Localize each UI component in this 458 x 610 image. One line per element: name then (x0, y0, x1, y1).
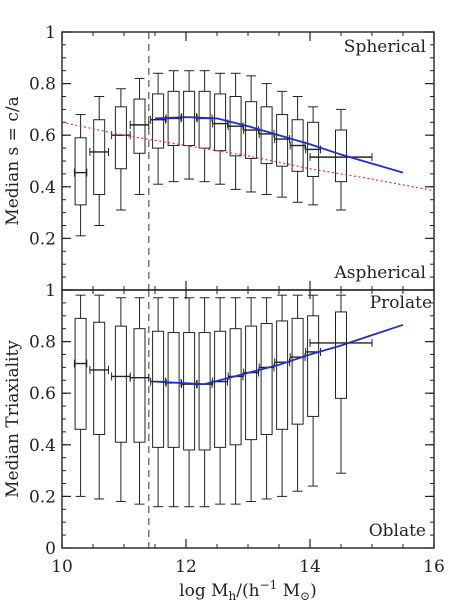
top-box (274, 90, 291, 198)
bottom-box-iqr (260, 323, 273, 435)
x-tick-label: 16 (423, 557, 445, 577)
top-y-tick-label: 0.2 (29, 229, 56, 249)
bottom-plot-area: 0 0.2 0.4 0.6 0.8 1 10 12 14 16 (29, 281, 445, 577)
bottom-box-iqr (133, 328, 146, 443)
top-box (150, 72, 167, 185)
x-axis-label: log Mh/(h−1 M⊙) (179, 578, 317, 603)
top-y-tick-label: 0.8 (29, 75, 56, 95)
x-tick-label: 12 (175, 557, 197, 577)
bottom-box-iqr (74, 317, 87, 430)
bottom-box-iqr (276, 320, 289, 430)
bottom-box-iqr (335, 311, 347, 399)
top-box (227, 72, 244, 190)
bottom-box (274, 294, 291, 497)
top-panel: 0.2 0.4 0.6 0.8 1 Spherical Aspherical Media… (3, 23, 435, 291)
top-y-axis-label: Median s = c/a (3, 96, 23, 225)
bottom-y-tick-label: 0 (45, 539, 56, 559)
top-box (289, 96, 306, 203)
bottom-y-tick-label: 0.6 (29, 384, 56, 404)
bottom-y-axis-label: Median Triaxiality (3, 340, 23, 498)
bottom-series-solid (154, 323, 404, 386)
bottom-box-iqr (93, 321, 106, 435)
bottom-annotation-prolate: Prolate (370, 293, 432, 313)
top-box (305, 106, 322, 206)
bottom-y-tick-label: 0.2 (29, 487, 56, 507)
bottom-box (89, 294, 109, 500)
x-tick-label: 10 (51, 557, 73, 577)
bottom-box-iqr (198, 332, 211, 451)
top-box-iqr (276, 114, 289, 167)
top-annotation-spherical: Spherical (344, 37, 426, 57)
top-box-iqr (152, 93, 165, 149)
bottom-box-iqr (214, 330, 227, 448)
x-axis-label-sup: −1 (260, 578, 278, 592)
top-y-tick-label: 0.4 (29, 178, 56, 198)
top-plot-area: 0.2 0.4 0.6 0.8 1 (29, 23, 435, 291)
x-axis-label-sub2: ⊙ (300, 589, 310, 603)
top-box-iqr (133, 98, 146, 154)
bottom-box-iqr (229, 328, 242, 446)
bottom-panel: 0 0.2 0.4 0.6 0.8 1 10 12 14 16 Prolate Oblate Me… (3, 281, 445, 577)
bottom-box-iqr (307, 315, 320, 417)
x-tick-label: 14 (299, 557, 321, 577)
bottom-box (309, 294, 373, 474)
bottom-box-iqr (167, 332, 180, 448)
bottom-box-iqr (114, 325, 127, 443)
bottom-box-iqr (183, 332, 196, 451)
top-box-iqr (183, 90, 196, 147)
x-axis-label-mid2: M (277, 581, 300, 601)
top-y-tick-label: 0.6 (29, 126, 56, 146)
top-box-iqr (260, 106, 273, 165)
bottom-panel-frame (61, 289, 435, 549)
bottom-box (227, 297, 244, 505)
bottom-box-iqr (291, 317, 304, 425)
top-y-tick-label: 1 (45, 23, 56, 43)
bottom-box-iqr (245, 325, 258, 441)
top-box-iqr (114, 106, 127, 170)
top-annotation-aspherical: Aspherical (333, 263, 426, 283)
bottom-y-tick-label: 0.4 (29, 436, 56, 456)
bottom-y-tick-label: 1 (45, 281, 56, 301)
top-box-iqr (214, 93, 227, 152)
top-series-solid (154, 116, 404, 174)
top-box-iqr (93, 119, 106, 196)
bottom-box (73, 294, 88, 497)
x-axis-label-sub1: h (229, 589, 237, 603)
x-axis-label-mid: /(h (236, 581, 259, 601)
bottom-box (129, 297, 150, 505)
top-box (129, 77, 150, 196)
top-box (212, 72, 229, 185)
top-box (89, 96, 109, 226)
bottom-annotation-oblate: Oblate (369, 521, 426, 541)
bottom-box-iqr (152, 330, 165, 448)
bottom-y-tick-label: 0.8 (29, 333, 56, 353)
top-series-dotted (61, 121, 435, 192)
top-box-iqr (74, 137, 87, 206)
x-axis-label-end: ) (310, 581, 317, 601)
x-axis-label-main: log M (179, 581, 228, 601)
